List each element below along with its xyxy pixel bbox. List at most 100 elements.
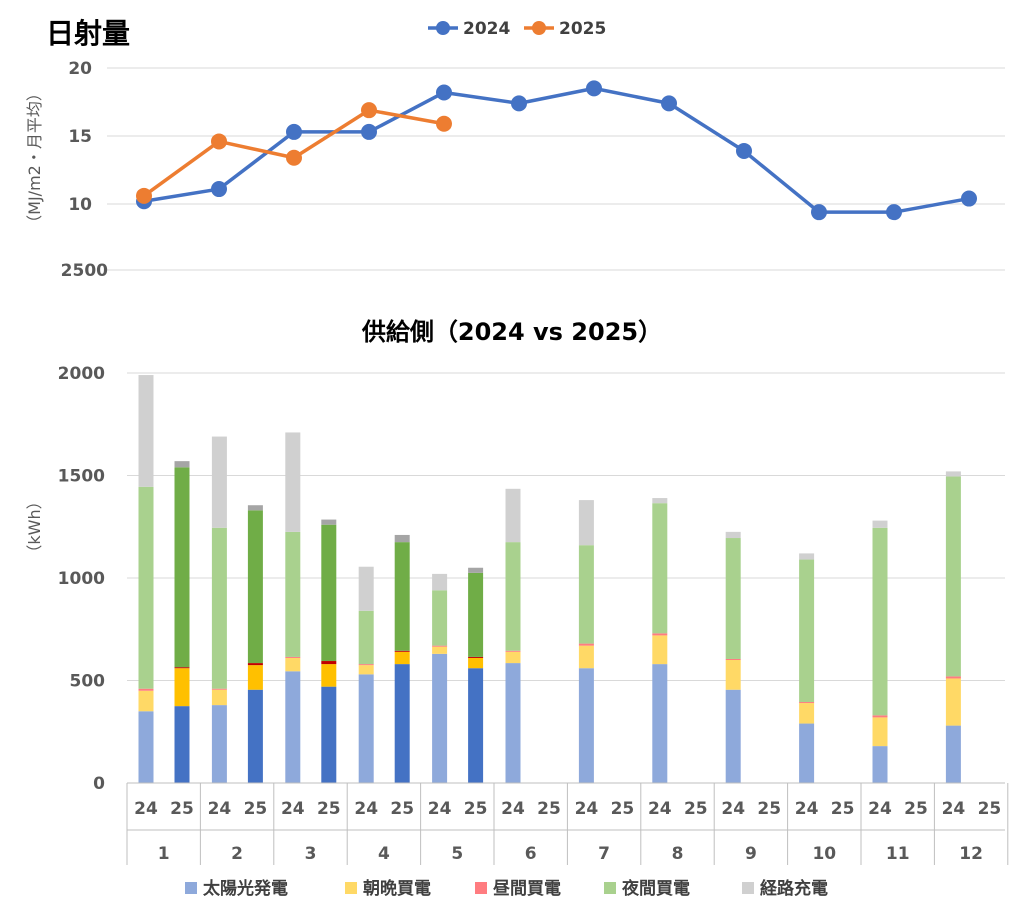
- bar-legend-swatch: [345, 882, 357, 894]
- bar-segment-経路充電: [285, 432, 301, 532]
- bar-x-tick-month: 6: [525, 844, 537, 864]
- bar-segment-昼間買電: [247, 663, 263, 666]
- bar-segment-朝晩買電: [432, 646, 448, 654]
- bar-x-tick-year: 25: [757, 799, 781, 819]
- bar-segment-夜間買電: [578, 545, 594, 644]
- line-point-2024: [511, 95, 527, 112]
- bar-segment-夜間買電: [432, 590, 448, 646]
- bar-x-tick-month: 4: [378, 844, 390, 864]
- bar-segment-朝晩買電: [211, 689, 227, 706]
- bar-segment-夜間買電: [174, 467, 190, 668]
- line-point-2025: [286, 149, 302, 166]
- bar-segment-経路充電: [945, 471, 961, 477]
- bar-segment-朝晩買電: [321, 664, 337, 687]
- bar-segment-経路充電: [468, 567, 484, 573]
- bar-segment-朝晩買電: [358, 665, 374, 675]
- bar-segment-昼間買電: [945, 676, 961, 679]
- bar-segment-昼間買電: [725, 658, 741, 660]
- bar-segment-夜間買電: [321, 524, 337, 662]
- line-point-2024: [361, 123, 377, 140]
- bar-x-tick-month: 2: [231, 844, 243, 864]
- bar-segment-昼間買電: [174, 667, 190, 669]
- bar-segment-朝晩買電: [872, 717, 888, 747]
- bar-segment-朝晩買電: [652, 635, 668, 665]
- line-y-axis-title: （MJ/m2・月平均）: [25, 85, 44, 231]
- bar-x-tick-year: 24: [648, 799, 672, 819]
- line-legend-marker: [436, 21, 450, 35]
- line-point-2024: [961, 190, 977, 207]
- bar-segment-太陽光発電: [321, 686, 337, 783]
- bar-segment-太陽光発電: [872, 746, 888, 783]
- bar-segment-太陽光発電: [725, 689, 741, 783]
- bar-x-tick-month: 7: [598, 844, 610, 864]
- bar-segment-夜間買電: [945, 476, 961, 677]
- bar-legend-label: 太陽光発電: [203, 878, 288, 899]
- bar-segment-昼間買電: [432, 645, 448, 647]
- line-point-2024: [586, 80, 602, 97]
- bar-x-tick-year: 25: [831, 799, 855, 819]
- line-legend-label: 2024: [463, 19, 510, 39]
- bar-x-tick-year: 25: [978, 799, 1002, 819]
- bar-segment-夜間買電: [211, 527, 227, 689]
- bar-y-tick-label: 500: [70, 672, 106, 692]
- bar-segment-朝晩買電: [138, 690, 154, 712]
- line-point-2024: [436, 84, 452, 101]
- bar-x-tick-month: 12: [959, 844, 983, 864]
- line-point-2024: [736, 142, 752, 159]
- bar-x-tick-month: 11: [886, 844, 910, 864]
- bar-y-axis-title: （kWh）: [25, 493, 44, 560]
- bar-x-tick-year: 25: [244, 799, 268, 819]
- bar-segment-昼間買電: [358, 664, 374, 666]
- bar-x-tick-year: 24: [942, 799, 966, 819]
- bar-segment-経路充電: [432, 573, 448, 591]
- supply-chart-title: 供給側（2024 vs 2025）: [361, 318, 663, 346]
- bar-segment-朝晩買電: [285, 657, 301, 672]
- bar-x-tick-year: 25: [170, 799, 194, 819]
- bar-segment-朝晩買電: [945, 678, 961, 726]
- bar-segment-太陽光発電: [247, 689, 263, 783]
- bar-segment-朝晩買電: [247, 665, 263, 690]
- bar-x-tick-year: 25: [464, 799, 488, 819]
- bar-segment-経路充電: [358, 566, 374, 611]
- bar-segment-太陽光発電: [211, 705, 227, 783]
- bar-segment-昼間買電: [211, 688, 227, 690]
- bar-segment-夜間買電: [247, 510, 263, 664]
- bar-segment-昼間買電: [138, 688, 154, 691]
- bar-x-tick-year: 25: [904, 799, 928, 819]
- line-legend-label: 2025: [559, 19, 606, 39]
- bar-segment-太陽光発電: [394, 664, 410, 783]
- bar-segment-経路充電: [872, 520, 888, 528]
- bar-x-tick-year: 24: [501, 799, 525, 819]
- bar-segment-夜間買電: [285, 531, 301, 657]
- bar-segment-太陽光発電: [468, 668, 484, 783]
- bar-x-tick-year: 24: [354, 799, 378, 819]
- bar-segment-夜間買電: [505, 542, 521, 651]
- bar-x-tick-year: 24: [208, 799, 232, 819]
- bar-segment-太陽光発電: [432, 653, 448, 783]
- bar-legend-label: 朝晩買電: [363, 878, 431, 899]
- line-point-2024: [211, 181, 227, 198]
- bar-segment-経路充電: [578, 500, 594, 546]
- line-series-2024: [143, 86, 970, 214]
- bar-segment-経路充電: [652, 498, 668, 504]
- bar-segment-朝晩買電: [174, 668, 190, 707]
- bar-x-tick-year: 24: [795, 799, 819, 819]
- bar-x-tick-year: 24: [575, 799, 599, 819]
- line-point-2025: [211, 133, 227, 150]
- bar-segment-昼間買電: [505, 650, 521, 652]
- bar-legend-label: 経路充電: [760, 878, 828, 899]
- bar-segment-夜間買電: [468, 572, 484, 657]
- bar-segment-朝晩買電: [394, 651, 410, 665]
- line-point-2025: [436, 115, 452, 132]
- bar-legend-swatch: [475, 882, 487, 894]
- bar-segment-太陽光発電: [174, 706, 190, 783]
- bar-segment-経路充電: [138, 375, 154, 487]
- bar-x-tick-year: 25: [684, 799, 708, 819]
- line-y-tick-label: 10: [68, 195, 92, 215]
- bar-x-tick-year: 24: [721, 799, 745, 819]
- bar-segment-経路充電: [725, 531, 741, 539]
- bar-segment-昼間買電: [578, 643, 594, 646]
- bar-y-tick-label: 1500: [58, 467, 105, 487]
- bar-segment-経路充電: [321, 519, 337, 525]
